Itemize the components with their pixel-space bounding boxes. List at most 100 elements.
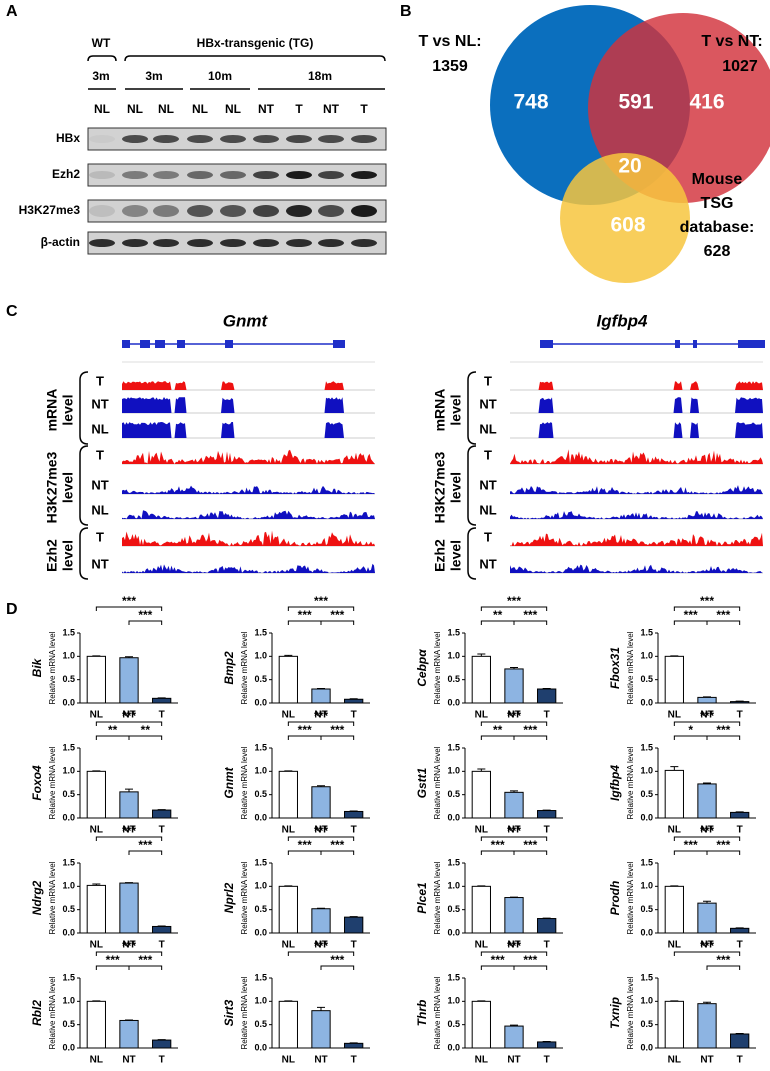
x-tick-label: T	[351, 710, 357, 721]
exon	[225, 340, 233, 348]
significance-label: ***	[314, 939, 328, 953]
exon	[155, 340, 165, 348]
significance-label: ***	[507, 939, 521, 953]
x-tick-label: NT	[122, 710, 135, 721]
signal-track	[122, 381, 375, 390]
track-label: T	[484, 447, 492, 462]
y-tick-label: 0.0	[640, 697, 653, 707]
y-axis-label: Relative mRNA level	[626, 976, 635, 1049]
set-title: Mouse	[692, 171, 743, 188]
group-title: Ezh2	[44, 539, 60, 572]
row-label: Ezh2	[52, 167, 80, 181]
bar	[344, 916, 364, 934]
significance-bracket	[320, 620, 355, 625]
y-tick-label: 1.0	[640, 651, 653, 661]
x-tick-label: T	[737, 940, 743, 951]
significance-label: **	[493, 608, 503, 622]
blot-band	[187, 135, 213, 143]
chart-title: Gnmt	[222, 766, 236, 798]
significance-label: ***	[700, 594, 714, 608]
x-tick-label: NL	[475, 940, 488, 951]
bar	[730, 811, 750, 819]
set-total: 1027	[722, 58, 758, 75]
x-tick-label: NL	[475, 825, 488, 836]
bar	[311, 908, 331, 934]
significance-bracket	[320, 850, 355, 855]
x-tick-label: NT	[314, 710, 327, 721]
blot-band	[351, 205, 377, 217]
x-tick-label: NT	[507, 1055, 520, 1066]
y-tick-label: 0.0	[447, 927, 460, 937]
signal-track	[122, 397, 375, 413]
y-tick-label: 1.0	[640, 766, 653, 776]
significance-label: ***	[122, 594, 136, 608]
blot-band	[187, 239, 213, 247]
lane-label: NL	[225, 102, 241, 116]
significance-label: ***	[330, 953, 344, 967]
exon	[738, 340, 765, 348]
bar	[344, 1042, 364, 1049]
y-tick-label: 0.0	[640, 927, 653, 937]
bar	[86, 1000, 106, 1049]
set-title: TSG	[701, 195, 734, 212]
blot-band	[351, 171, 377, 179]
y-tick-label: 0.5	[254, 674, 267, 684]
y-axis-label: Relative mRNA level	[48, 631, 57, 704]
y-tick-label: 0.0	[447, 812, 460, 822]
blot-band	[89, 135, 115, 143]
blot-band	[286, 239, 312, 247]
track-label: NT	[479, 477, 496, 492]
x-tick-label: NL	[90, 1055, 103, 1066]
region-count: 608	[610, 214, 645, 237]
gene-title: Igfbp4	[597, 311, 649, 330]
y-axis-label: Relative mRNA level	[240, 976, 249, 1049]
signal-track	[510, 381, 763, 390]
bar	[86, 770, 106, 819]
x-tick-label: T	[737, 710, 743, 721]
blot-band	[286, 171, 312, 179]
significance-label: ***	[523, 723, 537, 737]
signal-track	[510, 532, 763, 546]
x-tick-label: T	[544, 1055, 550, 1066]
x-tick-label: T	[544, 710, 550, 721]
bar	[119, 657, 139, 704]
y-axis-label: Relative mRNA level	[433, 746, 442, 819]
x-tick-label: NT	[700, 825, 713, 836]
age-label: 3m	[92, 69, 109, 83]
blot-band	[318, 135, 344, 143]
y-tick-label: 1.5	[254, 857, 267, 867]
panel-label: C	[6, 303, 18, 320]
bar	[730, 1033, 750, 1049]
bar	[504, 791, 524, 819]
y-axis-label: Relative mRNA level	[433, 631, 442, 704]
significance-bracket	[128, 735, 163, 740]
bar	[664, 1000, 684, 1049]
significance-label: *	[688, 723, 693, 737]
bar	[730, 927, 750, 934]
lane-label: T	[295, 102, 303, 116]
lane-label: NL	[127, 102, 143, 116]
error-bar	[477, 653, 486, 657]
region-count: 591	[618, 91, 653, 114]
y-tick-label: 0.0	[640, 1042, 653, 1052]
venn-circle	[560, 153, 690, 283]
y-tick-label: 1.0	[62, 881, 75, 891]
blot-band	[89, 171, 115, 179]
bar	[278, 1000, 298, 1049]
x-tick-label: NL	[90, 710, 103, 721]
signal-track	[122, 422, 375, 438]
chart-title: Plce1	[415, 882, 429, 914]
signal-track	[122, 563, 375, 573]
bar	[311, 688, 331, 704]
significance-label: ***	[298, 608, 312, 622]
y-tick-label: 1.5	[640, 857, 653, 867]
y-axis-label: Relative mRNA level	[626, 861, 635, 934]
bar	[504, 668, 524, 704]
lane-label: NL	[158, 102, 174, 116]
blot-band	[187, 171, 213, 179]
y-tick-label: 1.0	[447, 881, 460, 891]
region-count: 20	[618, 155, 641, 178]
y-tick-label: 0.5	[254, 1019, 267, 1029]
signal-track	[510, 422, 763, 438]
error-bar	[703, 900, 711, 904]
